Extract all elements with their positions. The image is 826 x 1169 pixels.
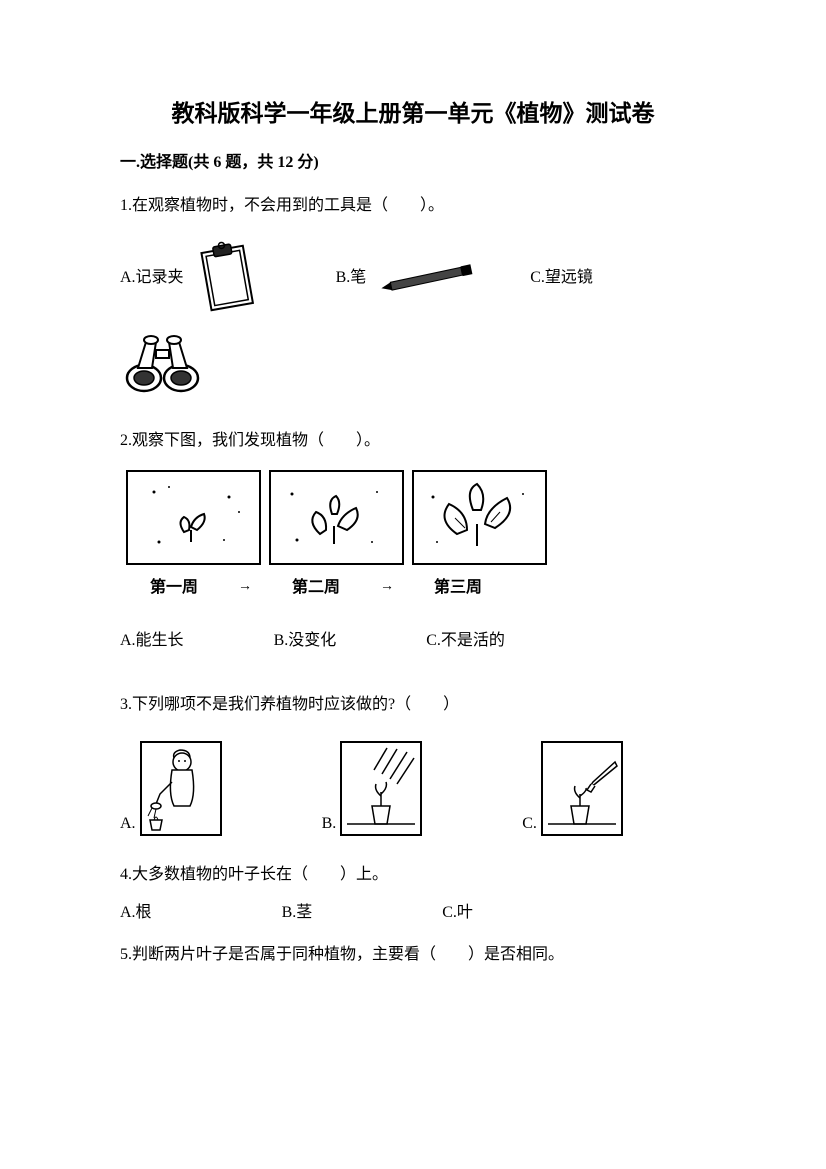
q4-option-b: B.茎	[282, 900, 313, 926]
arrow-icon: →	[380, 576, 394, 598]
q2-option-a: A.能生长	[120, 628, 184, 654]
week1-label: 第一周	[150, 575, 198, 601]
q2-text: 2.观察下图，我们发现植物（ ）。	[120, 428, 706, 454]
picking-image	[541, 741, 623, 836]
q5-text: 5.判断两片叶子是否属于同种植物，主要看（ ）是否相同。	[120, 942, 706, 968]
q1-option-c: C.望远镜	[530, 265, 597, 291]
question-5: 5.判断两片叶子是否属于同种植物，主要看（ ）是否相同。	[120, 942, 706, 968]
q2-option-c: C.不是活的	[426, 628, 505, 654]
q3-option-c: C.	[522, 741, 623, 836]
q3-option-a: A.	[120, 741, 222, 836]
q2-options: A.能生长 B.没变化 C.不是活的	[120, 628, 706, 654]
q2-option-b: B.没变化	[274, 628, 337, 654]
arrow-icon: →	[238, 576, 252, 598]
binoculars-icon	[120, 330, 706, 400]
q1-option-b: B.笔	[336, 257, 481, 297]
section-header: 一.选择题(共 6 题，共 12 分)	[120, 150, 706, 176]
q1-option-a: A.记录夹	[120, 235, 266, 320]
watering-image	[140, 741, 222, 836]
growth-week3-box	[412, 470, 547, 565]
plant-growth-row	[126, 470, 706, 565]
q4-option-c: C.叶	[442, 900, 473, 926]
sunlight-image	[340, 741, 422, 836]
q3-text: 3.下列哪项不是我们养植物时应该做的?（ ）	[120, 692, 706, 718]
question-2: 2.观察下图，我们发现植物（ ）。	[120, 428, 706, 654]
clipboard-icon	[188, 235, 266, 320]
q1-text: 1.在观察植物时，不会用到的工具是（ ）。	[120, 193, 706, 219]
question-4: 4.大多数植物的叶子长在（ ）上。 A.根 B.茎 C.叶	[120, 862, 706, 925]
q4-option-a: A.根	[120, 900, 152, 926]
pencil-icon	[370, 257, 480, 297]
q4-options: A.根 B.茎 C.叶	[120, 900, 706, 926]
q3-options-row: A. B.	[120, 741, 706, 836]
page-title: 教科版科学一年级上册第一单元《植物》测试卷	[120, 95, 706, 132]
question-3: 3.下列哪项不是我们养植物时应该做的?（ ） A. B	[120, 692, 706, 837]
week2-label: 第二周	[292, 575, 340, 601]
growth-week2-box	[269, 470, 404, 565]
growth-week1-box	[126, 470, 261, 565]
question-1: 1.在观察植物时，不会用到的工具是（ ）。 A.记录夹 B.笔	[120, 193, 706, 400]
q3-option-b: B.	[322, 741, 423, 836]
q4-text: 4.大多数植物的叶子长在（ ）上。	[120, 862, 706, 888]
week3-label: 第三周	[434, 575, 482, 601]
